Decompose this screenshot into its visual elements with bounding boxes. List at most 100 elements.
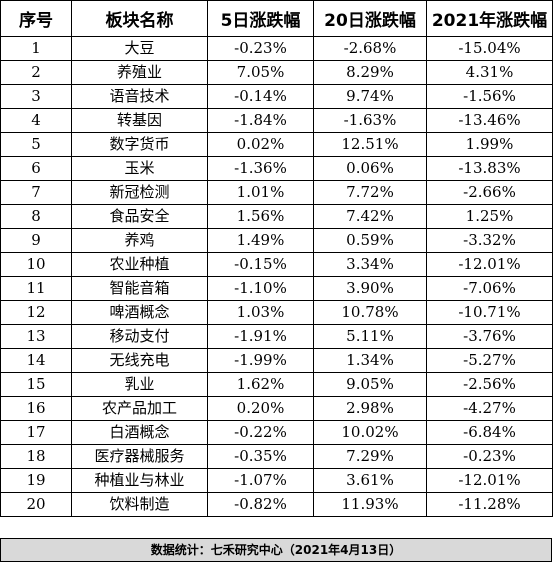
change-5d-cell: 1.62%: [207, 372, 314, 397]
change-2021-cell: -4.27%: [426, 396, 553, 421]
table-row: 4 转基因 -1.84% -1.63% -13.46%: [0, 108, 553, 133]
change-5d-cell: -1.07%: [207, 468, 314, 493]
sector-name-cell: 白酒概念: [71, 420, 208, 445]
table-row: 3 语音技术 -0.14% 9.74% -1.56%: [0, 84, 553, 109]
table-row: 14 无线充电 -1.99% 1.34% -5.27%: [0, 348, 553, 373]
sector-name-cell: 智能音箱: [71, 276, 208, 301]
change-2021-cell: -12.01%: [426, 252, 553, 277]
change-20d-cell: 8.29%: [313, 60, 427, 85]
sector-table: 序号 板块名称 5日涨跌幅 20日涨跌幅 2021年涨跌幅 1 大豆 -0.23% -…: [0, 0, 553, 517]
change-2021-cell: -7.06%: [426, 276, 553, 301]
table-row: 1 大豆 -0.23% -2.68% -15.04%: [0, 36, 553, 61]
change-2021-cell: -1.56%: [426, 84, 553, 109]
table-row: 2 养殖业 7.05% 8.29% 4.31%: [0, 60, 553, 85]
change-2021-cell: 1.99%: [426, 132, 553, 157]
index-cell: 9: [0, 228, 72, 253]
change-5d-cell: -0.35%: [207, 444, 314, 469]
header-5d-change: 5日涨跌幅: [207, 0, 314, 37]
index-cell: 16: [0, 396, 72, 421]
sector-name-cell: 语音技术: [71, 84, 208, 109]
sector-name-cell: 乳业: [71, 372, 208, 397]
index-cell: 6: [0, 156, 72, 181]
change-20d-cell: 2.98%: [313, 396, 427, 421]
index-cell: 3: [0, 84, 72, 109]
table-row: 10 农业种植 -0.15% 3.34% -12.01%: [0, 252, 553, 277]
sector-name-cell: 饮料制造: [71, 492, 208, 517]
change-20d-cell: 0.59%: [313, 228, 427, 253]
change-20d-cell: 11.93%: [313, 492, 427, 517]
change-5d-cell: -1.84%: [207, 108, 314, 133]
change-2021-cell: 4.31%: [426, 60, 553, 85]
change-20d-cell: 9.05%: [313, 372, 427, 397]
change-20d-cell: -2.68%: [313, 36, 427, 61]
sector-name-cell: 转基因: [71, 108, 208, 133]
change-2021-cell: -6.84%: [426, 420, 553, 445]
index-cell: 13: [0, 324, 72, 349]
change-20d-cell: 7.42%: [313, 204, 427, 229]
change-20d-cell: 7.72%: [313, 180, 427, 205]
table-row: 7 新冠检测 1.01% 7.72% -2.66%: [0, 180, 553, 205]
header-index: 序号: [0, 0, 72, 37]
change-5d-cell: -1.10%: [207, 276, 314, 301]
change-2021-cell: 1.25%: [426, 204, 553, 229]
index-cell: 10: [0, 252, 72, 277]
change-2021-cell: -11.28%: [426, 492, 553, 517]
table-row: 5 数字货币 0.02% 12.51% 1.99%: [0, 132, 553, 157]
index-cell: 12: [0, 300, 72, 325]
change-5d-cell: 1.56%: [207, 204, 314, 229]
index-cell: 4: [0, 108, 72, 133]
source-footer: 数据统计：七禾研究中心（2021年4月13日）: [0, 538, 552, 562]
sector-name-cell: 无线充电: [71, 348, 208, 373]
sector-name-cell: 食品安全: [71, 204, 208, 229]
change-2021-cell: -3.32%: [426, 228, 553, 253]
change-2021-cell: -0.23%: [426, 444, 553, 469]
change-2021-cell: -15.04%: [426, 36, 553, 61]
change-5d-cell: 0.20%: [207, 396, 314, 421]
change-20d-cell: 10.02%: [313, 420, 427, 445]
change-5d-cell: 7.05%: [207, 60, 314, 85]
change-2021-cell: -12.01%: [426, 468, 553, 493]
change-20d-cell: 0.06%: [313, 156, 427, 181]
index-cell: 15: [0, 372, 72, 397]
header-20d-change: 20日涨跌幅: [313, 0, 427, 37]
table-row: 8 食品安全 1.56% 7.42% 1.25%: [0, 204, 553, 229]
sector-name-cell: 农业种植: [71, 252, 208, 277]
change-2021-cell: -3.76%: [426, 324, 553, 349]
table-row: 20 饮料制造 -0.82% 11.93% -11.28%: [0, 492, 553, 517]
change-5d-cell: 1.01%: [207, 180, 314, 205]
change-20d-cell: 7.29%: [313, 444, 427, 469]
sector-name-cell: 大豆: [71, 36, 208, 61]
index-cell: 19: [0, 468, 72, 493]
table-row: 12 啤酒概念 1.03% 10.78% -10.71%: [0, 300, 553, 325]
sector-name-cell: 养殖业: [71, 60, 208, 85]
change-2021-cell: -5.27%: [426, 348, 553, 373]
table-row: 18 医疗器械服务 -0.35% 7.29% -0.23%: [0, 444, 553, 469]
change-20d-cell: 10.78%: [313, 300, 427, 325]
change-5d-cell: -1.99%: [207, 348, 314, 373]
index-cell: 11: [0, 276, 72, 301]
index-cell: 7: [0, 180, 72, 205]
index-cell: 20: [0, 492, 72, 517]
change-2021-cell: -2.56%: [426, 372, 553, 397]
sector-name-cell: 种植业与林业: [71, 468, 208, 493]
change-5d-cell: -0.22%: [207, 420, 314, 445]
header-2021-change: 2021年涨跌幅: [426, 0, 553, 37]
index-cell: 17: [0, 420, 72, 445]
header-row: 序号 板块名称 5日涨跌幅 20日涨跌幅 2021年涨跌幅: [0, 0, 553, 37]
change-2021-cell: -2.66%: [426, 180, 553, 205]
change-20d-cell: 9.74%: [313, 84, 427, 109]
change-20d-cell: 3.61%: [313, 468, 427, 493]
header-sector-name: 板块名称: [71, 0, 208, 37]
change-5d-cell: -1.36%: [207, 156, 314, 181]
table-row: 6 玉米 -1.36% 0.06% -13.83%: [0, 156, 553, 181]
change-5d-cell: 0.02%: [207, 132, 314, 157]
index-cell: 14: [0, 348, 72, 373]
table-row: 19 种植业与林业 -1.07% 3.61% -12.01%: [0, 468, 553, 493]
table-row: 15 乳业 1.62% 9.05% -2.56%: [0, 372, 553, 397]
change-2021-cell: -10.71%: [426, 300, 553, 325]
sector-name-cell: 移动支付: [71, 324, 208, 349]
change-5d-cell: -0.14%: [207, 84, 314, 109]
index-cell: 1: [0, 36, 72, 61]
index-cell: 5: [0, 132, 72, 157]
